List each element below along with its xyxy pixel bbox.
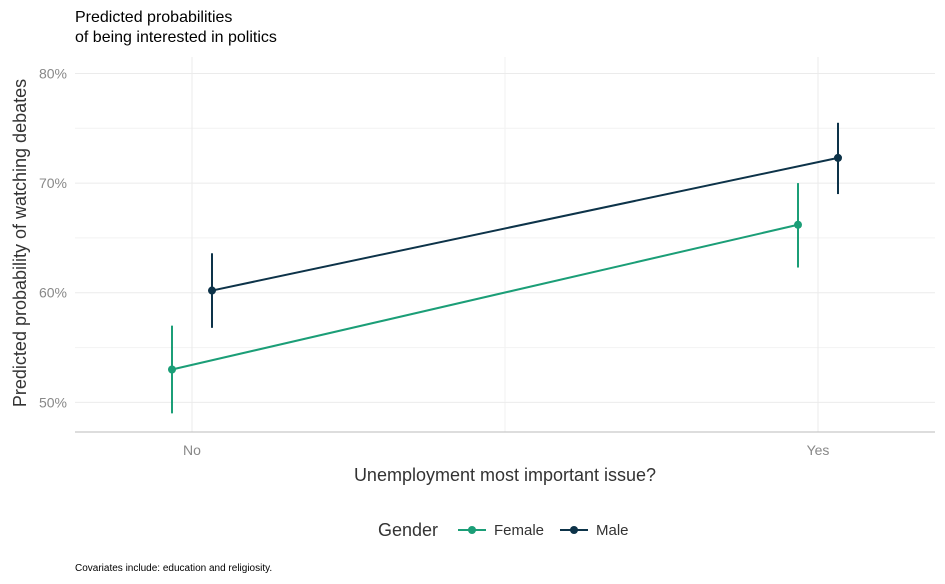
data-point (168, 365, 176, 374)
y-tick-labels: 50% 60% 70% 80% (39, 65, 67, 410)
legend-item-male: Male (560, 522, 629, 539)
x-axis-title: Unemployment most important issue? (354, 465, 656, 485)
legend: Gender Female Male (378, 520, 629, 540)
legend-item-female: Female (458, 522, 544, 539)
chart-title: Predicted probabilities of being interes… (75, 9, 277, 46)
minor-gridlines (75, 57, 935, 432)
y-axis-title: Predicted probability of watching debate… (10, 79, 30, 407)
major-gridlines (75, 57, 935, 432)
y-tick-label: 80% (39, 65, 67, 81)
x-tick-label: No (183, 442, 201, 458)
legend-key-point (468, 526, 476, 534)
y-tick-label: 50% (39, 394, 67, 410)
data-point (208, 286, 216, 295)
series-line (211, 156, 839, 292)
legend-title: Gender (378, 520, 438, 540)
y-tick-label: 60% (39, 285, 67, 301)
series-male (208, 122, 842, 328)
legend-key-point (570, 526, 578, 534)
series-line (171, 223, 799, 371)
x-tick-label: Yes (807, 442, 830, 458)
legend-label: Male (596, 522, 629, 539)
series-female (168, 183, 802, 414)
data-point (834, 153, 842, 162)
x-tick-labels: No Yes (183, 442, 829, 458)
data-point (794, 220, 802, 229)
legend-label: Female (494, 522, 544, 539)
y-tick-label: 70% (39, 175, 67, 191)
chart-caption: Covariates include: education and religi… (75, 563, 273, 574)
series-layer (168, 122, 842, 414)
